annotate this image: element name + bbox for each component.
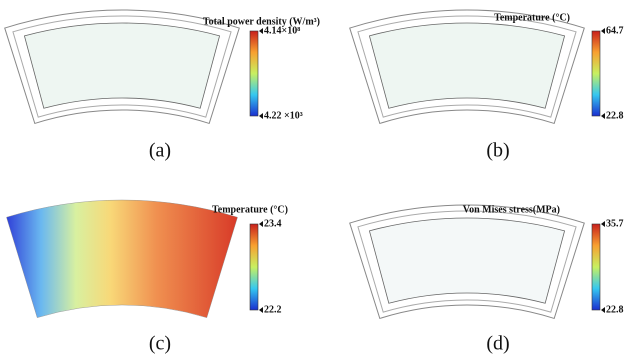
colorbar-min: 22.2 bbox=[264, 304, 282, 315]
core bbox=[24, 23, 219, 108]
colorbar-max: 64.7 bbox=[606, 25, 624, 36]
colorbar-marker bbox=[259, 221, 263, 227]
colorbar bbox=[592, 224, 600, 310]
colorbar bbox=[250, 224, 258, 310]
core bbox=[369, 23, 564, 108]
colorbar-title: Von Mises stress(MPa) bbox=[463, 204, 560, 215]
colorbar-max: 4.14×10⁸ bbox=[264, 25, 300, 36]
colorbar-marker bbox=[601, 307, 605, 313]
colorbar-marker bbox=[259, 307, 263, 313]
colorbar-marker bbox=[601, 28, 605, 34]
core bbox=[369, 218, 564, 303]
colorbar-title: Total power density (W/m³) bbox=[203, 16, 320, 27]
colorbar bbox=[592, 31, 600, 116]
colorbar-title: Temperature (°C) bbox=[494, 12, 570, 23]
colorbar-min: 22.8 bbox=[606, 304, 624, 315]
caption: (d) bbox=[486, 333, 509, 355]
caption: (c) bbox=[149, 333, 171, 355]
colorbar-max: 23.4 bbox=[264, 218, 282, 229]
caption: (b) bbox=[486, 140, 509, 162]
colorbar-title: Temperature (°C) bbox=[212, 204, 288, 215]
colorbar-max: 35.7 bbox=[606, 218, 624, 229]
caption: (a) bbox=[149, 140, 171, 162]
colorbar-min: 22.8 bbox=[606, 110, 624, 121]
colorbar-marker bbox=[259, 113, 263, 119]
colorbar-min: 4.22 ×10³ bbox=[264, 110, 303, 121]
colorbar-marker bbox=[601, 221, 605, 227]
thermal-field bbox=[7, 200, 238, 318]
colorbar-marker bbox=[601, 113, 605, 119]
colorbar-marker bbox=[259, 28, 263, 34]
colorbar bbox=[250, 31, 258, 116]
figure: Total power density (W/m³) 4.14×10⁸ 4.22… bbox=[0, 0, 637, 358]
